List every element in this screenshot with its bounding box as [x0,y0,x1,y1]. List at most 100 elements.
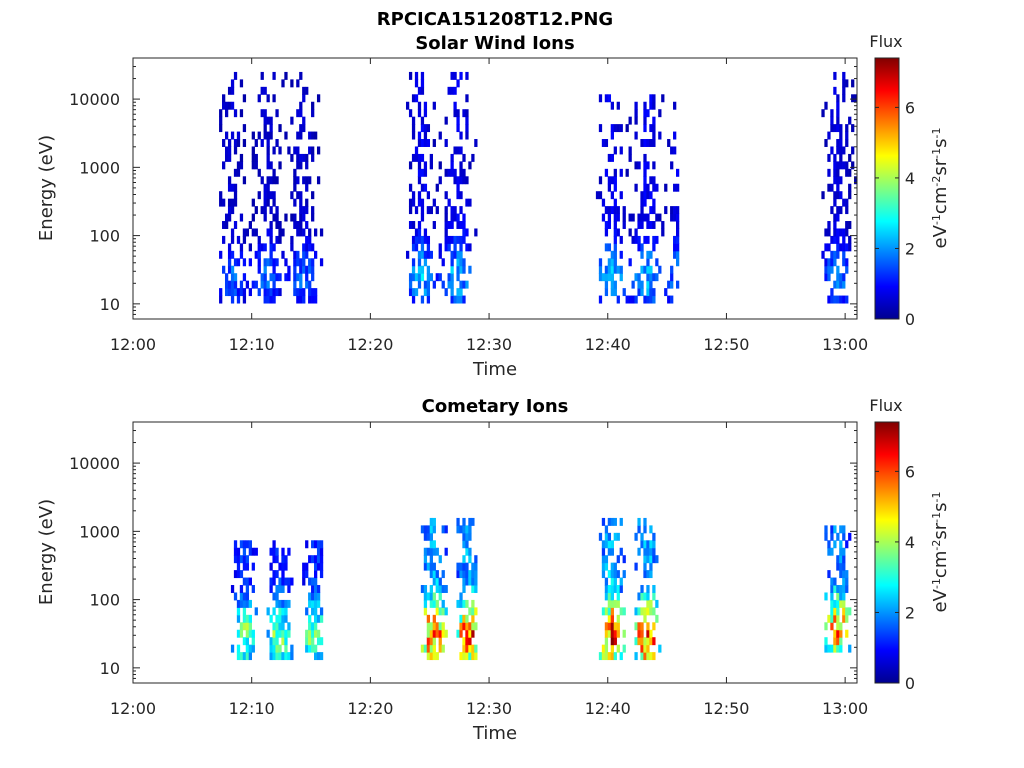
heatmap-cell [450,86,454,95]
y-axis-label-solar-wind: Energy (eV) [36,135,57,241]
heatmap-cell [438,577,442,586]
heatmap-cell [845,198,849,207]
heatmap-cell [245,585,250,593]
heatmap-cell [848,644,852,653]
heatmap-cell [227,243,232,252]
heatmap-cell [302,176,306,185]
heatmap-cell [833,221,837,229]
heatmap-cell [272,243,276,252]
heatmap-cell [308,629,312,638]
heatmap-cell [263,131,267,140]
heatmap-cell [643,168,647,177]
heatmap-cell [839,599,843,608]
heatmap-cell [269,243,273,252]
heatmap-cell [842,71,846,80]
heatmap-cell [293,146,297,155]
heatmap-cell [607,183,612,192]
heatmap-cell [640,585,644,593]
heatmap-cell [474,228,478,237]
heatmap-cell [305,250,309,259]
heatmap-cell [845,570,849,579]
heatmap-cell [287,265,291,274]
heatmap-cell [290,116,294,125]
heatmap-cell [830,258,834,267]
heatmap-cell [661,94,665,103]
heatmap-cell [833,525,837,534]
heatmap-cell [453,176,457,185]
heatmap-cell [290,79,294,88]
heatmap-cell [305,206,309,215]
heatmap-cell [619,191,623,200]
heatmap-cell [224,213,229,222]
heatmap-cell [667,139,671,147]
heatmap-cell [299,206,303,215]
heatmap-cell [245,562,250,571]
heatmap-cell [616,124,620,133]
heatmap-cell [456,288,460,297]
heatmap-cell [613,146,617,155]
heatmap-cell [438,131,442,140]
heatmap-cell [646,547,650,556]
heatmap-cell [462,577,466,586]
heatmap-cell [833,295,837,304]
heatmap-cell [610,124,614,133]
heatmap-cell [408,206,413,215]
heatmap-cell [426,562,431,571]
heatmap-cell [459,265,463,274]
heatmap-cell [308,280,312,289]
heatmap-cell [405,250,410,259]
heatmap-cell [272,607,276,616]
heatmap-cell [260,243,264,252]
heatmap-cell [845,258,849,267]
heatmap-cell [468,607,472,616]
heatmap-cell [613,622,617,631]
heatmap-cell [836,532,840,541]
heatmap-cell [308,592,312,601]
heatmap-cell [652,652,656,661]
heatmap-cell [435,629,439,638]
heatmap-cell [456,176,460,185]
heatmap-cell [459,191,463,200]
heatmap-cell [417,86,422,95]
heatmap-cell [281,652,285,661]
heatmap-cell [459,614,463,623]
heatmap-cell [441,570,445,579]
heatmap-cell [613,532,617,541]
heatmap-cell [474,555,478,564]
heatmap-cell [272,570,276,579]
heatmap-cell [628,258,632,267]
heatmap-cell [827,258,831,267]
heatmap-cell [821,250,825,259]
heatmap-cell [610,540,614,549]
heatmap-cell [230,295,235,304]
heatmap-cell [827,168,831,177]
heatmap-cell [227,258,232,267]
heatmap-cell [239,592,244,601]
heatmap-cell [305,562,309,571]
heatmap-cell [233,168,238,177]
heatmap-cell [601,607,606,616]
heatmap-cell [468,644,472,653]
heatmap-cell [233,71,238,80]
heatmap-cell [604,577,609,586]
heatmap-cell [604,228,609,237]
heatmap-cell [643,198,647,207]
heatmap-cell [842,295,846,304]
heatmap-cell [239,585,244,593]
heatmap-cell [311,629,315,638]
heatmap-cell [459,562,463,571]
colorbar-title-solar-wind: Flux [869,32,902,51]
heatmap-cell [652,532,656,541]
heatmap-cell [233,146,238,155]
heatmap-cell [643,153,647,162]
heatmap-cell [245,228,250,237]
heatmap-cell [227,146,232,155]
heatmap-cell [266,228,270,237]
heatmap-cell [426,295,431,304]
heatmap-cell [459,206,463,215]
heatmap-cell [275,629,279,638]
heatmap-cell [459,146,463,155]
heatmap-cell [640,221,644,229]
heatmap-cell [302,570,306,579]
heatmap-cell [830,599,834,608]
